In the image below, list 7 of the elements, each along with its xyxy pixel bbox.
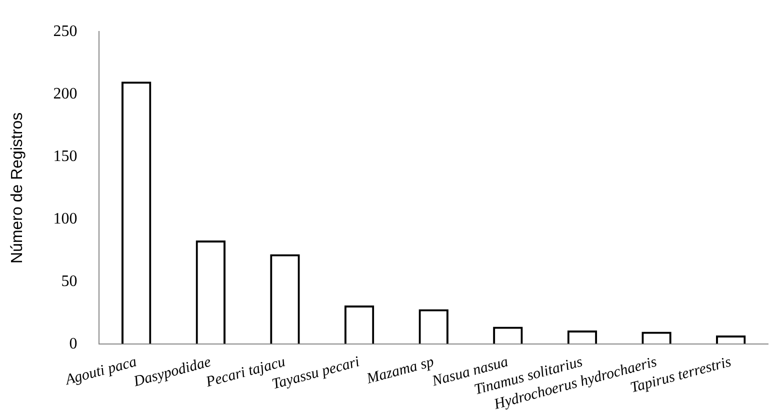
y-tick-label: 50 (61, 272, 78, 290)
y-tick-label: 150 (53, 148, 78, 165)
y-tick-label: 250 (53, 22, 78, 40)
y-axis-title: Número de Registros (9, 112, 26, 264)
y-tick-label: 0 (69, 335, 78, 352)
y-tick-label: 100 (53, 210, 78, 228)
y-tick-label: 200 (53, 85, 78, 102)
